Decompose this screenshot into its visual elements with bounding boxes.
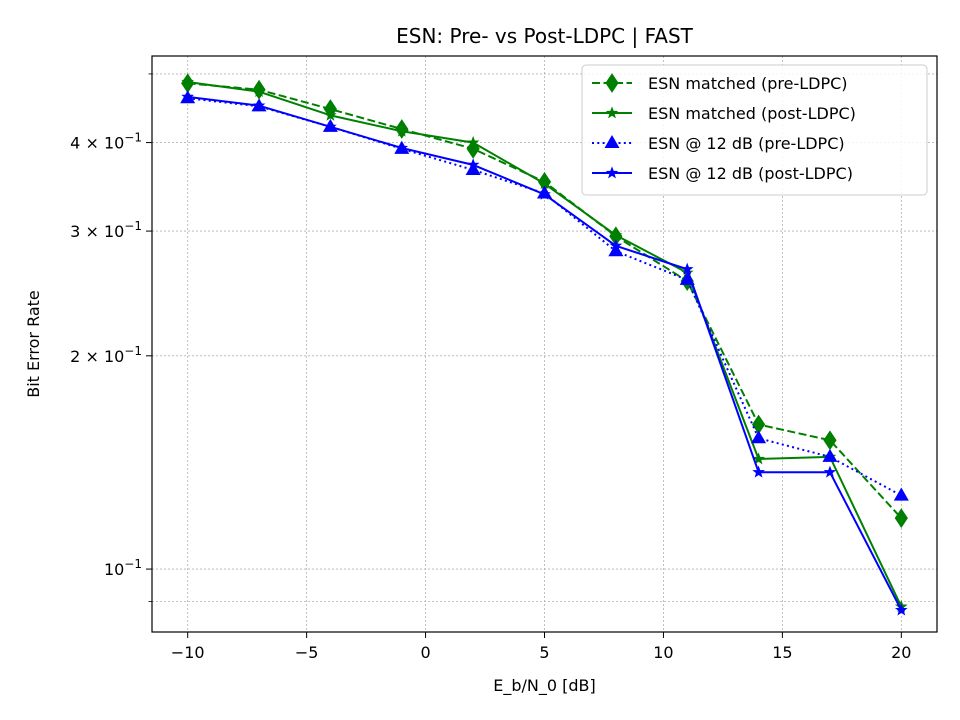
- data-point: [252, 85, 266, 98]
- x-tick-label: 5: [539, 643, 549, 662]
- series-4: [181, 90, 908, 616]
- x-axis-label: E_b/N_0 [dB]: [493, 676, 596, 696]
- data-point: [822, 448, 838, 462]
- legend-label: ESN @ 12 dB (pre-LDPC): [648, 134, 845, 153]
- y-tick-label: 3 × 10−1: [70, 219, 142, 241]
- series-line: [187, 97, 902, 497]
- legend-label: ESN matched (post-LDPC): [648, 104, 856, 123]
- x-tick-label: 20: [891, 643, 911, 662]
- data-point: [252, 99, 266, 112]
- grid: [152, 56, 937, 632]
- data-point: [466, 158, 480, 171]
- x-tick-label: 15: [772, 643, 792, 662]
- series-layer: [180, 73, 909, 616]
- data-point: [395, 124, 409, 137]
- legend: ESN matched (pre-LDPC) ESN matched (post-…: [581, 64, 928, 196]
- data-point: [894, 603, 908, 616]
- y-axis-label: Bit Error Rate: [24, 290, 43, 398]
- data-point: [466, 135, 480, 148]
- data-point: [324, 120, 337, 133]
- data-point: [395, 141, 409, 154]
- legend-marker: [605, 166, 619, 179]
- data-point: [609, 239, 623, 252]
- legend-label: ESN @ 12 dB (post-LDPC): [648, 164, 853, 183]
- data-point: [324, 108, 337, 121]
- data-point: [609, 228, 623, 241]
- x-tick-label: 10: [653, 643, 673, 662]
- y-tick-label: 10−1: [104, 557, 142, 579]
- legend-marker: [605, 73, 619, 93]
- data-point: [893, 487, 909, 501]
- legend-item: ESN @ 12 dB (post-LDPC): [592, 164, 853, 183]
- legend-marker: [605, 106, 619, 119]
- y-tick-label: 2 × 10−1: [70, 344, 142, 366]
- chart-title: ESN: Pre- vs Post-LDPC | FAST: [396, 24, 694, 48]
- x-tick-label: 0: [420, 643, 430, 662]
- ticks: −10 −5 0 5 10 15 20 10−1 2 × 10−1 3 × 10−1 4 × 10−…: [70, 73, 911, 662]
- legend-marker: [604, 134, 620, 149]
- legend-item: ESN matched (post-LDPC): [592, 104, 856, 123]
- data-point: [680, 262, 694, 275]
- data-point: [894, 508, 908, 529]
- data-point: [181, 90, 194, 103]
- data-point: [823, 465, 837, 478]
- data-point: [181, 75, 195, 88]
- x-tick-label: −5: [295, 643, 319, 662]
- legend-label: ESN matched (pre-LDPC): [648, 74, 848, 93]
- legend-item: ESN @ 12 dB (pre-LDPC): [592, 134, 845, 153]
- data-point: [538, 187, 551, 200]
- data-point: [752, 452, 765, 465]
- x-tick-label: −10: [171, 643, 205, 662]
- legend-box: [581, 64, 928, 196]
- data-point: [751, 430, 767, 444]
- data-point: [752, 465, 765, 478]
- y-tick-label: 4 × 10−1: [70, 131, 142, 153]
- legend-item: ESN matched (pre-LDPC): [592, 73, 848, 93]
